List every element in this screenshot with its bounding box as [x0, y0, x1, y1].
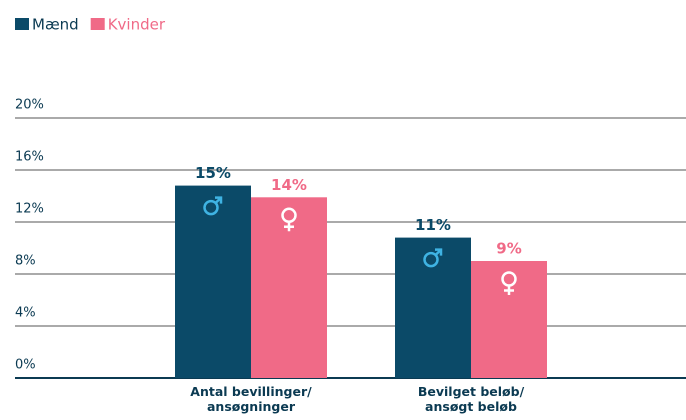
value-label: 15%	[195, 164, 231, 182]
legend-label: Mænd	[32, 16, 79, 34]
x-tick-label: Bevilget beløb/ ansøgt beløb	[417, 384, 525, 414]
y-tick-label: 16%	[15, 150, 44, 165]
bar	[175, 185, 251, 378]
y-tick-label: 4%	[15, 306, 36, 321]
male-icon	[214, 196, 223, 204]
y-tick-label: 0%	[15, 358, 36, 373]
value-label: 9%	[496, 240, 521, 258]
y-tick-label: 8%	[15, 254, 36, 269]
legend-swatch	[15, 18, 29, 30]
gender-icon	[501, 271, 517, 295]
value-label: 14%	[271, 176, 307, 194]
gender-icon	[281, 207, 297, 232]
bar	[395, 237, 471, 378]
legend-label: Kvinder	[108, 16, 166, 34]
x-tick-label-box: Antal bevillinger/ ansøgninger	[190, 384, 312, 414]
male-icon	[434, 248, 443, 256]
y-tick-label: 12%	[15, 202, 44, 217]
male-icon	[423, 251, 439, 268]
x-tick-label-box: Bevilget beløb/ ansøgt beløb	[417, 384, 525, 414]
female-icon	[284, 221, 294, 232]
male-icon	[203, 199, 219, 216]
gender-icon	[203, 196, 223, 216]
female-icon	[504, 285, 514, 295]
legend-swatch	[90, 18, 105, 30]
value-label: 11%	[415, 216, 451, 234]
bar	[471, 261, 547, 378]
y-tick-label: 20%	[15, 98, 44, 113]
x-tick-label: Antal bevillinger/ ansøgninger	[190, 384, 312, 414]
gender-icon	[423, 248, 443, 268]
